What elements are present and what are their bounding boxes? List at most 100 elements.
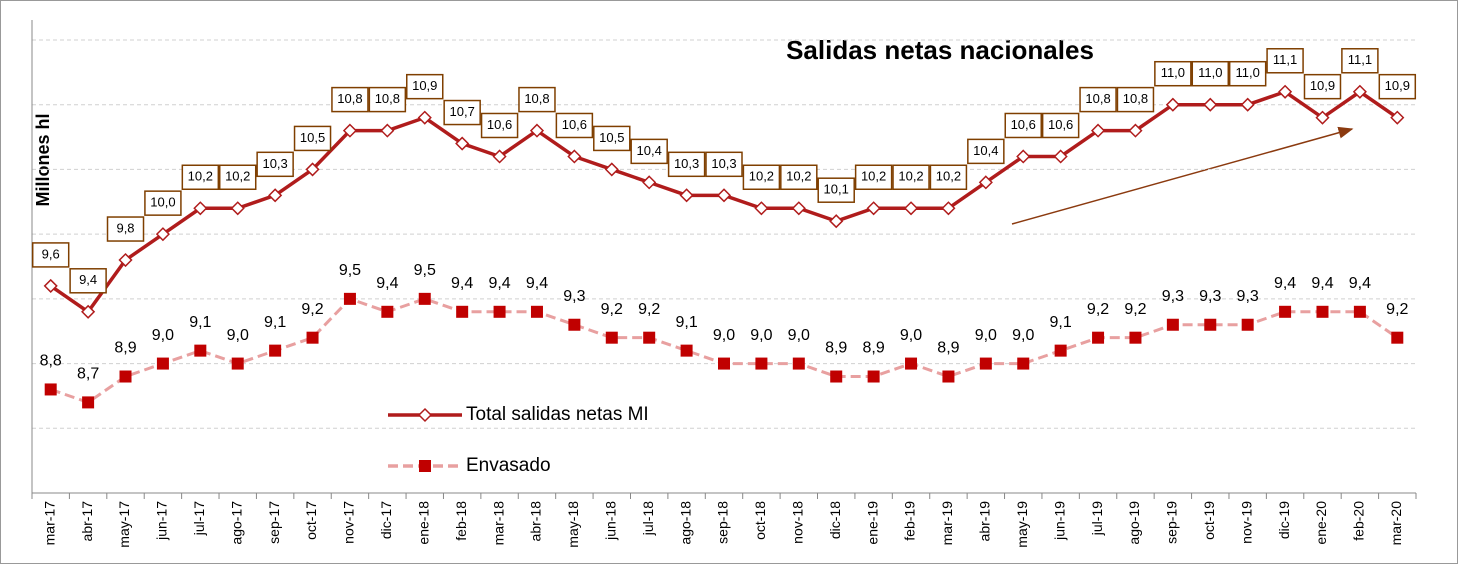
label-box xyxy=(780,164,818,191)
data-label: 9,3 xyxy=(1199,288,1221,305)
data-label: 10,2 xyxy=(749,169,774,184)
marker xyxy=(568,318,581,331)
data-label: 9,4 xyxy=(451,275,473,292)
x-tick-label: ene-19 xyxy=(864,501,880,545)
data-label: 10,9 xyxy=(1310,78,1335,93)
data-label: 9,0 xyxy=(227,327,249,344)
data-label: 9,2 xyxy=(301,301,323,318)
marker xyxy=(1129,331,1142,344)
x-tick-label: jun-18 xyxy=(602,501,618,541)
marker xyxy=(642,175,657,190)
label-box xyxy=(144,190,182,216)
x-tick-label: ene-20 xyxy=(1313,501,1329,545)
data-label: 10,8 xyxy=(524,91,549,106)
data-label: 9,0 xyxy=(750,327,772,344)
x-tick-label: nov-17 xyxy=(341,501,357,544)
data-label: 10,9 xyxy=(1385,78,1410,93)
marker xyxy=(493,305,506,318)
x-tick-label: ene-18 xyxy=(415,501,431,545)
label-box xyxy=(1341,48,1379,74)
data-label: 10,2 xyxy=(936,169,961,184)
x-tick-label: sep-18 xyxy=(715,501,731,544)
marker xyxy=(343,292,356,305)
marker xyxy=(118,252,133,268)
marker xyxy=(455,136,470,151)
marker xyxy=(381,305,394,318)
x-tick-label: may-17 xyxy=(116,501,132,548)
marker xyxy=(530,305,543,318)
label-box xyxy=(331,86,369,113)
x-tick-label: jul-18 xyxy=(640,501,656,536)
label-box xyxy=(555,112,594,139)
marker xyxy=(119,370,132,383)
data-label: 11,0 xyxy=(1236,65,1260,80)
label-box xyxy=(742,164,781,191)
label-box xyxy=(1041,112,1080,139)
data-label: 11,0 xyxy=(1161,65,1185,80)
marker xyxy=(866,201,881,216)
marker xyxy=(380,123,395,138)
marker xyxy=(1240,97,1255,112)
data-label: 10,9 xyxy=(412,78,437,93)
data-label: 9,1 xyxy=(264,314,286,331)
data-label: 10,2 xyxy=(225,169,250,184)
data-label: 9,2 xyxy=(601,301,623,318)
data-label: 10,8 xyxy=(1085,91,1110,106)
x-tick-label: feb-19 xyxy=(902,501,918,541)
data-label: 9,4 xyxy=(1349,275,1371,292)
data-label: 9,0 xyxy=(900,327,922,344)
marker xyxy=(456,305,469,318)
data-label: 9,0 xyxy=(152,327,174,344)
label-box xyxy=(293,125,332,152)
marker xyxy=(905,357,918,370)
data-label: 8,8 xyxy=(40,353,62,370)
marker xyxy=(44,383,57,396)
marker xyxy=(903,201,919,216)
data-label: 10,2 xyxy=(898,169,923,184)
data-label: 9,2 xyxy=(1087,301,1109,318)
marker xyxy=(1352,84,1367,99)
marker xyxy=(268,188,283,203)
marker xyxy=(529,123,545,138)
label-box xyxy=(1303,73,1342,100)
label-box xyxy=(892,164,930,191)
x-tick-label: abr-17 xyxy=(79,501,95,542)
label-box xyxy=(256,151,294,178)
label-box xyxy=(518,86,556,113)
data-label: 9,4 xyxy=(79,272,97,287)
marker xyxy=(680,344,693,357)
marker xyxy=(82,396,95,409)
marker xyxy=(81,304,96,319)
marker xyxy=(791,201,806,216)
marker xyxy=(492,149,507,164)
y-axis-label: Millones hl xyxy=(33,113,53,206)
data-label: 10,0 xyxy=(150,195,175,210)
marker xyxy=(1090,123,1106,138)
marker xyxy=(156,357,169,370)
marker xyxy=(1204,318,1217,331)
label-box xyxy=(667,151,706,178)
data-label: 10,2 xyxy=(786,169,811,184)
data-label: 8,9 xyxy=(114,340,136,357)
marker xyxy=(230,201,245,216)
x-tick-label: ago-17 xyxy=(228,501,244,545)
data-label: 9,0 xyxy=(975,327,997,344)
x-tick-label: may-19 xyxy=(1014,501,1030,548)
legend-label: Total salidas netas MI xyxy=(466,404,649,425)
data-label: 8,9 xyxy=(825,340,847,357)
marker xyxy=(643,331,656,344)
x-tick-label: nov-18 xyxy=(790,501,806,544)
data-label: 10,5 xyxy=(300,130,325,145)
label-box xyxy=(31,242,70,268)
marker xyxy=(418,292,431,305)
data-label: 10,7 xyxy=(450,104,475,119)
marker xyxy=(1278,84,1293,99)
x-tick-label: sep-19 xyxy=(1164,501,1180,544)
marker xyxy=(605,331,618,344)
data-label: 10,6 xyxy=(1011,117,1036,132)
x-tick-label: ago-18 xyxy=(677,501,693,545)
x-tick-label: sep-17 xyxy=(266,501,282,544)
data-label: 10,1 xyxy=(824,182,849,197)
data-label: 9,5 xyxy=(414,262,436,279)
